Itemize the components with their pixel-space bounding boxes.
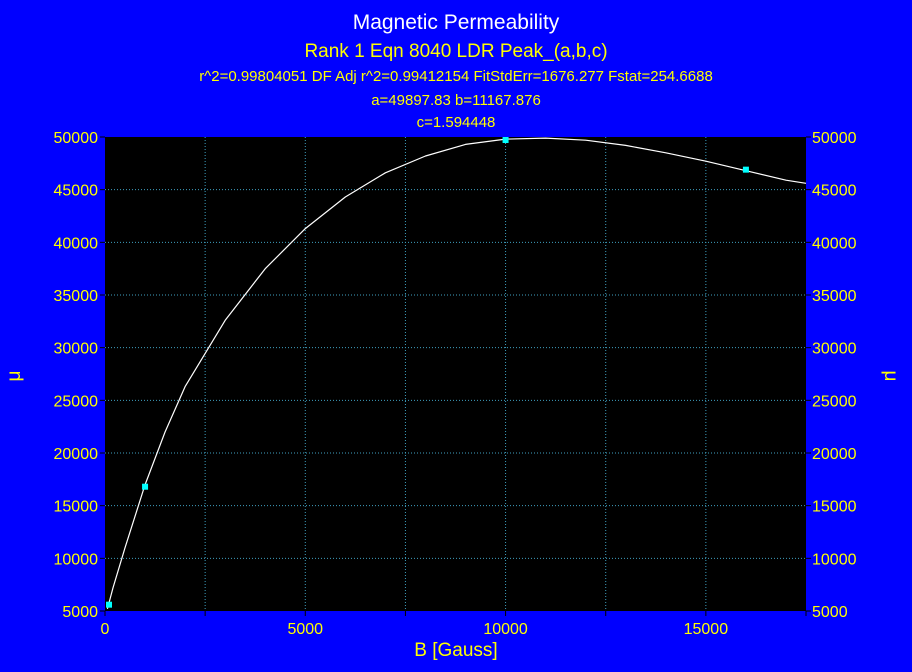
x-axis-label: B [Gauss]: [414, 640, 497, 661]
x-tick-label: 0: [101, 621, 110, 638]
grid: [105, 137, 806, 611]
y-tick-label-right: 25000: [812, 393, 857, 410]
data-point: [502, 137, 509, 143]
y-tick-label-right: 40000: [812, 235, 857, 252]
y-tick-label-right: 50000: [812, 130, 857, 147]
data-points-layer: [106, 137, 749, 608]
fit-curve-layer: [106, 137, 807, 610]
x-tick-label: 10000: [483, 621, 528, 638]
y-tick-label-right: 35000: [812, 288, 857, 305]
chart-subtitle: Rank 1 Eqn 8040 LDR Peak_(a,b,c): [304, 41, 607, 62]
data-point: [106, 601, 113, 608]
x-tick-label: 5000: [287, 621, 323, 638]
fit-stats-line: r^2=0.99804051 DF Adj r^2=0.99412154 Fit…: [199, 68, 713, 85]
y-tick-label-left: 15000: [54, 499, 99, 516]
y-tick-label-right: 10000: [812, 551, 857, 568]
fit-params-line-1: a=49897.83 b=11167.876: [371, 92, 541, 109]
fit-params-line-2: c=1.594448: [417, 114, 496, 131]
y-axis-label-left: μ: [4, 371, 25, 382]
y-axis-label-right: μ: [880, 371, 901, 382]
axis-ticks: [100, 136, 811, 616]
y-tick-label-left: 5000: [62, 604, 98, 621]
x-tick-label: 15000: [684, 621, 729, 638]
y-tick-label-left: 45000: [54, 183, 99, 200]
chart-title: Magnetic Permeability: [353, 11, 560, 34]
y-tick-label-left: 10000: [54, 551, 99, 568]
y-tick-label-right: 30000: [812, 341, 857, 358]
y-tick-label-left: 35000: [54, 288, 99, 305]
y-tick-label-left: 50000: [54, 130, 99, 147]
y-tick-label-right: 5000: [812, 604, 848, 621]
y-tick-label-left: 20000: [54, 446, 99, 463]
data-point: [742, 166, 749, 173]
plot-area: [105, 137, 806, 611]
data-point: [142, 483, 149, 490]
y-tick-label-left: 40000: [54, 235, 99, 252]
y-tick-label-left: 25000: [54, 393, 99, 410]
y-tick-label-right: 15000: [812, 499, 857, 516]
fit-curve: [106, 137, 807, 610]
y-tick-label-right: 45000: [812, 183, 857, 200]
y-tick-label-left: 30000: [54, 341, 99, 358]
y-tick-label-right: 20000: [812, 446, 857, 463]
